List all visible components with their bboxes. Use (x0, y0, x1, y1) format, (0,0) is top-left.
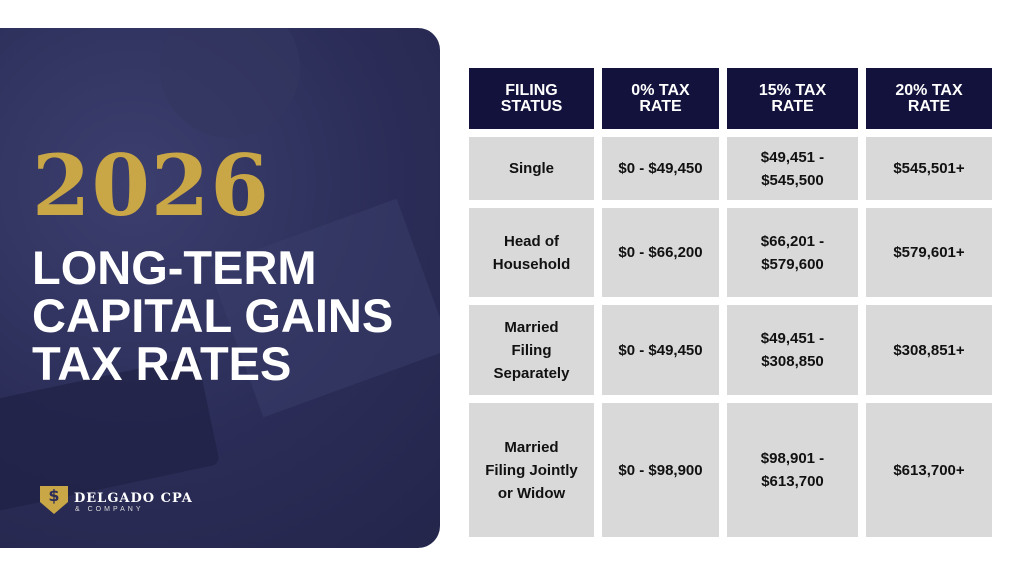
cell-text: Married (504, 438, 559, 456)
table-cell: $0 - $66,200 (602, 208, 719, 297)
cell-text: STATUS (500, 97, 563, 115)
logo-sub: & COMPANY (75, 506, 144, 513)
header-cell: 0% TAX RATE (602, 68, 719, 129)
table-cell: $545,501+ (866, 137, 992, 200)
header-cell: 15% TAX RATE (727, 68, 858, 129)
title-line: CAPITAL GAINS (32, 289, 394, 342)
hero-panel: 2026 LONG-TERM CAPITAL GAINS TAX RATES $… (0, 28, 440, 548)
cell-text: $49,451 - (760, 330, 825, 347)
cell-text: Filing (511, 341, 552, 359)
table-cell: $0 - $98,900 (602, 403, 719, 537)
cell-text: RATE (639, 97, 682, 115)
cell-text: $0 - $98,900 (618, 461, 703, 479)
cell-text: FILING (505, 81, 558, 99)
cell-text: $49,451 - (760, 148, 825, 166)
cell-text: $545,500 (761, 171, 824, 189)
table-cell: $613,700+ (866, 403, 992, 537)
table-cell: $0 - $49,450 (602, 137, 719, 200)
table-cell: $66,201 - $579,600 (727, 208, 858, 297)
cell-text: $613,700 (761, 473, 824, 490)
cell-text: Household (492, 255, 571, 273)
cell-text: $579,601+ (893, 244, 965, 261)
cell-text: or Widow (497, 484, 566, 502)
table-cell: $49,451 - $545,500 (727, 137, 858, 200)
header-cell: 20% TAX RATE (866, 68, 992, 129)
table-cell: $98,901 - $613,700 (727, 403, 858, 537)
cell-text: 20% TAX (895, 81, 963, 99)
cell-text: Filing Jointly (485, 461, 578, 479)
cell-text: Separately (493, 364, 570, 382)
cell-text: Single (508, 160, 554, 177)
cell-text: $0 - $49,450 (618, 160, 703, 177)
table-cell: $0 - $49,450 (602, 305, 719, 395)
logo-icon: $ (40, 486, 68, 514)
cell-text: $66,201 - (760, 232, 825, 250)
year: 2026 (32, 136, 270, 235)
table-cell: $579,601+ (866, 208, 992, 297)
cell-text: $0 - $66,200 (618, 244, 703, 261)
logo-name: DELGADO CPA (74, 491, 193, 506)
title-line: TAX RATES (32, 337, 292, 390)
cell-text: $579,600 (761, 255, 824, 273)
cell-text: Married (504, 318, 559, 336)
background-art (0, 28, 440, 511)
cell-text: $98,901 - (760, 450, 825, 467)
table-cell: $308,851+ (866, 305, 992, 395)
cell-text: $0 - $49,450 (618, 341, 703, 359)
table-cell: Married Filing Jointly or Widow (469, 403, 594, 537)
table-cell: Single (469, 137, 594, 200)
cell-text: RATE (771, 97, 814, 115)
table-cell: $49,451 - $308,850 (727, 305, 858, 395)
cell-text: $613,700+ (893, 461, 965, 479)
table-cell: Head of Household (469, 208, 594, 297)
cell-text: Head of (503, 232, 559, 250)
cell-text: $545,501+ (893, 160, 965, 177)
title-line: LONG-TERM (32, 241, 317, 294)
cell-text: RATE (907, 97, 951, 115)
cell-text: $308,850 (761, 353, 824, 370)
table-cell: Married Filing Separately (469, 305, 594, 395)
cell-text: 15% TAX (758, 81, 827, 99)
cell-text: $308,851+ (893, 341, 965, 359)
cell-text: 0% TAX (631, 81, 690, 99)
svg-text:$: $ (48, 486, 59, 505)
header-cell: FILING STATUS (469, 68, 594, 129)
